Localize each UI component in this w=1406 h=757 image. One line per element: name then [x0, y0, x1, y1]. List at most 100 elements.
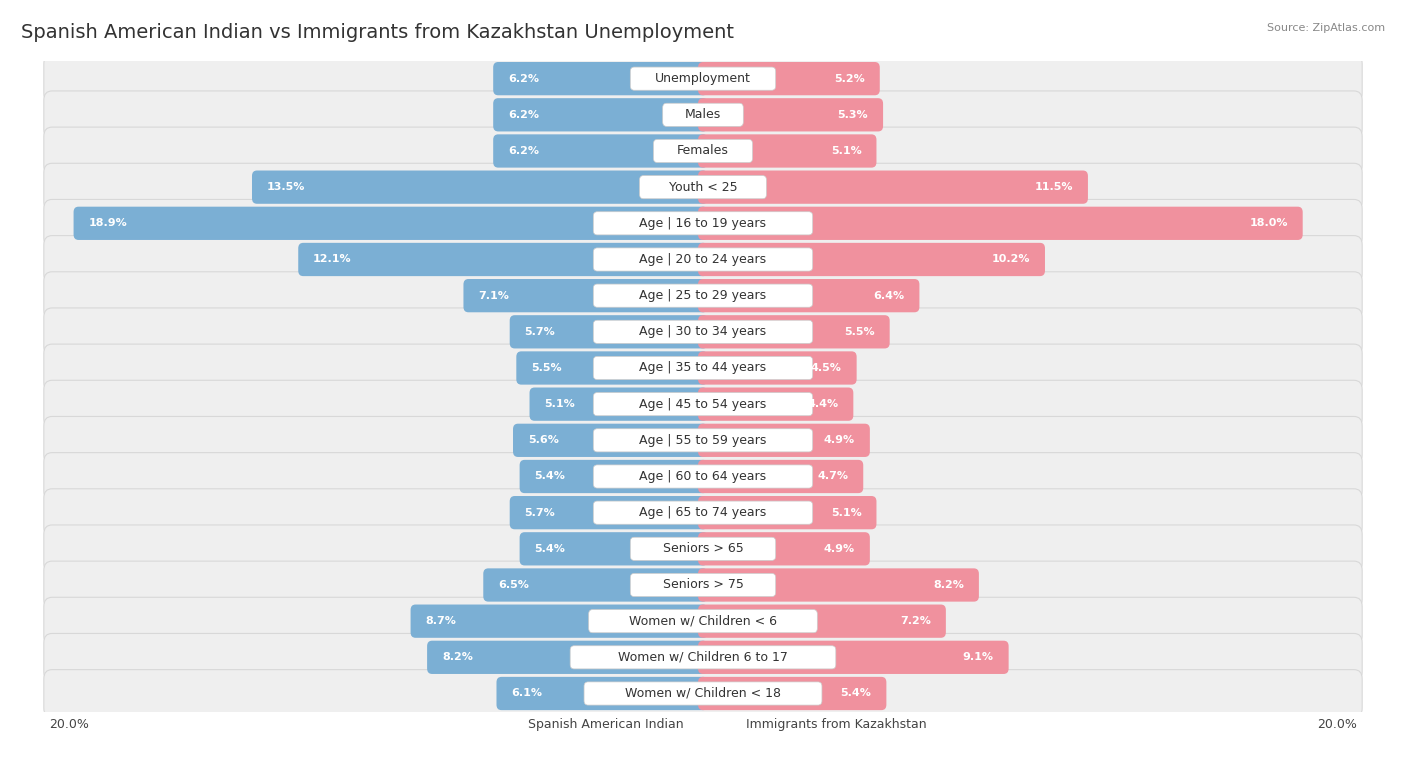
Text: Women w/ Children < 6: Women w/ Children < 6 [628, 615, 778, 628]
FancyBboxPatch shape [44, 670, 1362, 718]
Text: Unemployment: Unemployment [655, 72, 751, 85]
FancyBboxPatch shape [510, 496, 709, 529]
Text: Age | 30 to 34 years: Age | 30 to 34 years [640, 326, 766, 338]
Text: 12.1%: 12.1% [314, 254, 352, 264]
FancyBboxPatch shape [593, 465, 813, 488]
FancyBboxPatch shape [697, 351, 856, 385]
FancyBboxPatch shape [654, 139, 752, 163]
Text: Women w/ Children 6 to 17: Women w/ Children 6 to 17 [619, 651, 787, 664]
Text: 5.2%: 5.2% [834, 73, 865, 83]
FancyBboxPatch shape [697, 569, 979, 602]
Text: 9.1%: 9.1% [963, 653, 994, 662]
FancyBboxPatch shape [593, 284, 813, 307]
FancyBboxPatch shape [44, 164, 1362, 211]
FancyBboxPatch shape [494, 62, 709, 95]
Text: Spanish American Indian vs Immigrants from Kazakhstan Unemployment: Spanish American Indian vs Immigrants fr… [21, 23, 734, 42]
FancyBboxPatch shape [44, 55, 1362, 102]
FancyBboxPatch shape [697, 62, 880, 95]
Text: Spanish American Indian: Spanish American Indian [527, 718, 683, 731]
Text: 18.0%: 18.0% [1250, 218, 1288, 229]
Text: Age | 60 to 64 years: Age | 60 to 64 years [640, 470, 766, 483]
FancyBboxPatch shape [44, 525, 1362, 573]
FancyBboxPatch shape [630, 537, 776, 560]
FancyBboxPatch shape [464, 279, 709, 313]
FancyBboxPatch shape [593, 393, 813, 416]
FancyBboxPatch shape [44, 453, 1362, 500]
Text: Source: ZipAtlas.com: Source: ZipAtlas.com [1267, 23, 1385, 33]
Text: 20.0%: 20.0% [49, 718, 89, 731]
FancyBboxPatch shape [697, 496, 876, 529]
Text: Youth < 25: Youth < 25 [669, 181, 737, 194]
FancyBboxPatch shape [697, 134, 876, 167]
Text: Age | 35 to 44 years: Age | 35 to 44 years [640, 362, 766, 375]
FancyBboxPatch shape [44, 634, 1362, 681]
FancyBboxPatch shape [697, 315, 890, 348]
FancyBboxPatch shape [520, 459, 709, 493]
Text: Age | 25 to 29 years: Age | 25 to 29 years [640, 289, 766, 302]
Text: 5.1%: 5.1% [831, 508, 862, 518]
Text: 8.7%: 8.7% [426, 616, 457, 626]
FancyBboxPatch shape [640, 176, 766, 199]
FancyBboxPatch shape [411, 605, 709, 638]
Text: 5.4%: 5.4% [841, 689, 872, 699]
FancyBboxPatch shape [697, 459, 863, 493]
Text: 8.2%: 8.2% [934, 580, 965, 590]
Text: Age | 65 to 74 years: Age | 65 to 74 years [640, 506, 766, 519]
FancyBboxPatch shape [593, 212, 813, 235]
FancyBboxPatch shape [252, 170, 709, 204]
Text: 5.6%: 5.6% [527, 435, 558, 445]
Text: 5.4%: 5.4% [534, 472, 565, 481]
FancyBboxPatch shape [710, 717, 740, 731]
FancyBboxPatch shape [630, 573, 776, 597]
FancyBboxPatch shape [44, 308, 1362, 356]
FancyBboxPatch shape [697, 388, 853, 421]
FancyBboxPatch shape [516, 351, 709, 385]
Text: 5.1%: 5.1% [831, 146, 862, 156]
FancyBboxPatch shape [697, 640, 1008, 674]
Text: 5.4%: 5.4% [534, 544, 565, 554]
FancyBboxPatch shape [44, 380, 1362, 428]
FancyBboxPatch shape [44, 344, 1362, 392]
FancyBboxPatch shape [697, 243, 1045, 276]
Text: 6.5%: 6.5% [498, 580, 529, 590]
FancyBboxPatch shape [44, 235, 1362, 283]
FancyBboxPatch shape [697, 207, 1303, 240]
Text: 6.2%: 6.2% [508, 146, 538, 156]
Text: 4.5%: 4.5% [811, 363, 842, 373]
Text: Age | 20 to 24 years: Age | 20 to 24 years [640, 253, 766, 266]
Text: 8.2%: 8.2% [441, 653, 472, 662]
Text: 5.1%: 5.1% [544, 399, 575, 409]
FancyBboxPatch shape [44, 416, 1362, 464]
Text: 4.9%: 4.9% [824, 435, 855, 445]
FancyBboxPatch shape [491, 717, 522, 731]
Text: 10.2%: 10.2% [991, 254, 1031, 264]
FancyBboxPatch shape [298, 243, 709, 276]
FancyBboxPatch shape [427, 640, 709, 674]
FancyBboxPatch shape [73, 207, 709, 240]
FancyBboxPatch shape [589, 609, 817, 633]
FancyBboxPatch shape [496, 677, 709, 710]
FancyBboxPatch shape [662, 103, 744, 126]
Text: 5.7%: 5.7% [524, 327, 555, 337]
Text: Seniors > 75: Seniors > 75 [662, 578, 744, 591]
Text: 5.5%: 5.5% [531, 363, 562, 373]
FancyBboxPatch shape [697, 677, 886, 710]
Text: 4.9%: 4.9% [824, 544, 855, 554]
FancyBboxPatch shape [44, 597, 1362, 645]
FancyBboxPatch shape [593, 248, 813, 271]
Text: 4.4%: 4.4% [807, 399, 838, 409]
FancyBboxPatch shape [494, 134, 709, 167]
Text: 11.5%: 11.5% [1035, 182, 1073, 192]
FancyBboxPatch shape [593, 501, 813, 525]
FancyBboxPatch shape [583, 682, 823, 705]
Text: Age | 55 to 59 years: Age | 55 to 59 years [640, 434, 766, 447]
Text: 5.7%: 5.7% [524, 508, 555, 518]
FancyBboxPatch shape [530, 388, 709, 421]
FancyBboxPatch shape [44, 489, 1362, 537]
FancyBboxPatch shape [44, 127, 1362, 175]
FancyBboxPatch shape [484, 569, 709, 602]
Text: 6.2%: 6.2% [508, 110, 538, 120]
FancyBboxPatch shape [44, 91, 1362, 139]
FancyBboxPatch shape [593, 320, 813, 344]
FancyBboxPatch shape [593, 428, 813, 452]
